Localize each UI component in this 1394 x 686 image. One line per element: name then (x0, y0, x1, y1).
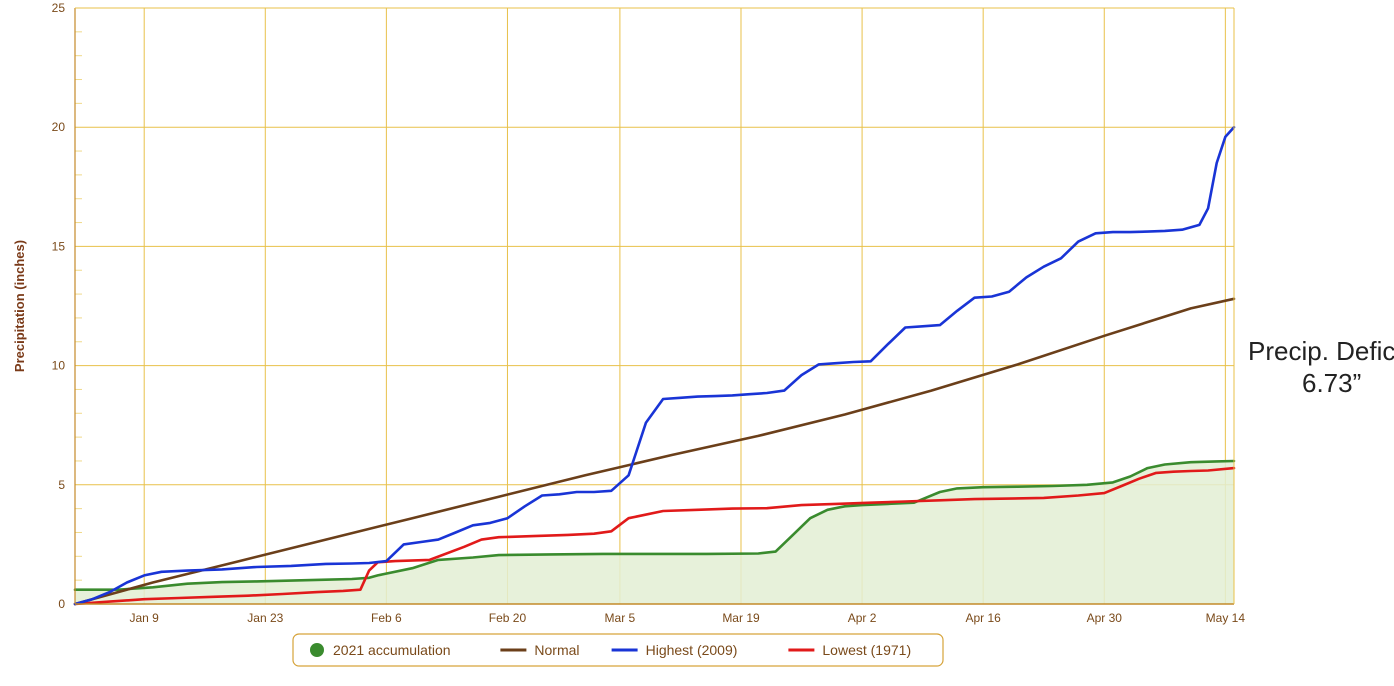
y-tick-label: 20 (52, 120, 66, 134)
x-tick-label: Mar 19 (722, 611, 760, 625)
x-tick-label: Apr 16 (965, 611, 1001, 625)
legend-label: 2021 accumulation (333, 642, 451, 658)
x-tick-label: Apr 2 (848, 611, 877, 625)
annotation-title: Precip. Deficit (1248, 336, 1394, 366)
x-tick-label: Jan 9 (130, 611, 160, 625)
y-tick-label: 5 (58, 478, 65, 492)
y-axis-title: Precipitation (inches) (12, 240, 27, 372)
x-tick-label: Mar 5 (605, 611, 636, 625)
legend-label: Lowest (1971) (822, 642, 911, 658)
y-tick-label: 25 (52, 1, 66, 15)
legend-marker-dot (310, 643, 324, 657)
legend: 2021 accumulation Normal Highest (2009) Low… (293, 634, 943, 666)
precip-chart: 0 5 10 15 20 25 Precipitation (inches) Jan 9 Jan… (0, 0, 1394, 686)
legend-label: Normal (534, 642, 579, 658)
x-tick-label: Apr 30 (1087, 611, 1123, 625)
y-tick-label: 0 (58, 597, 65, 611)
y-tick-label: 10 (52, 359, 66, 373)
legend-label: Highest (2009) (646, 642, 738, 658)
y-tick-label: 15 (52, 239, 66, 253)
x-tick-label: Feb 6 (371, 611, 402, 625)
x-tick-label: Jan 23 (247, 611, 283, 625)
x-tick-label: May 14 (1206, 611, 1246, 625)
annotation-value: 6.73” (1302, 368, 1361, 398)
x-tick-label: Feb 20 (489, 611, 527, 625)
